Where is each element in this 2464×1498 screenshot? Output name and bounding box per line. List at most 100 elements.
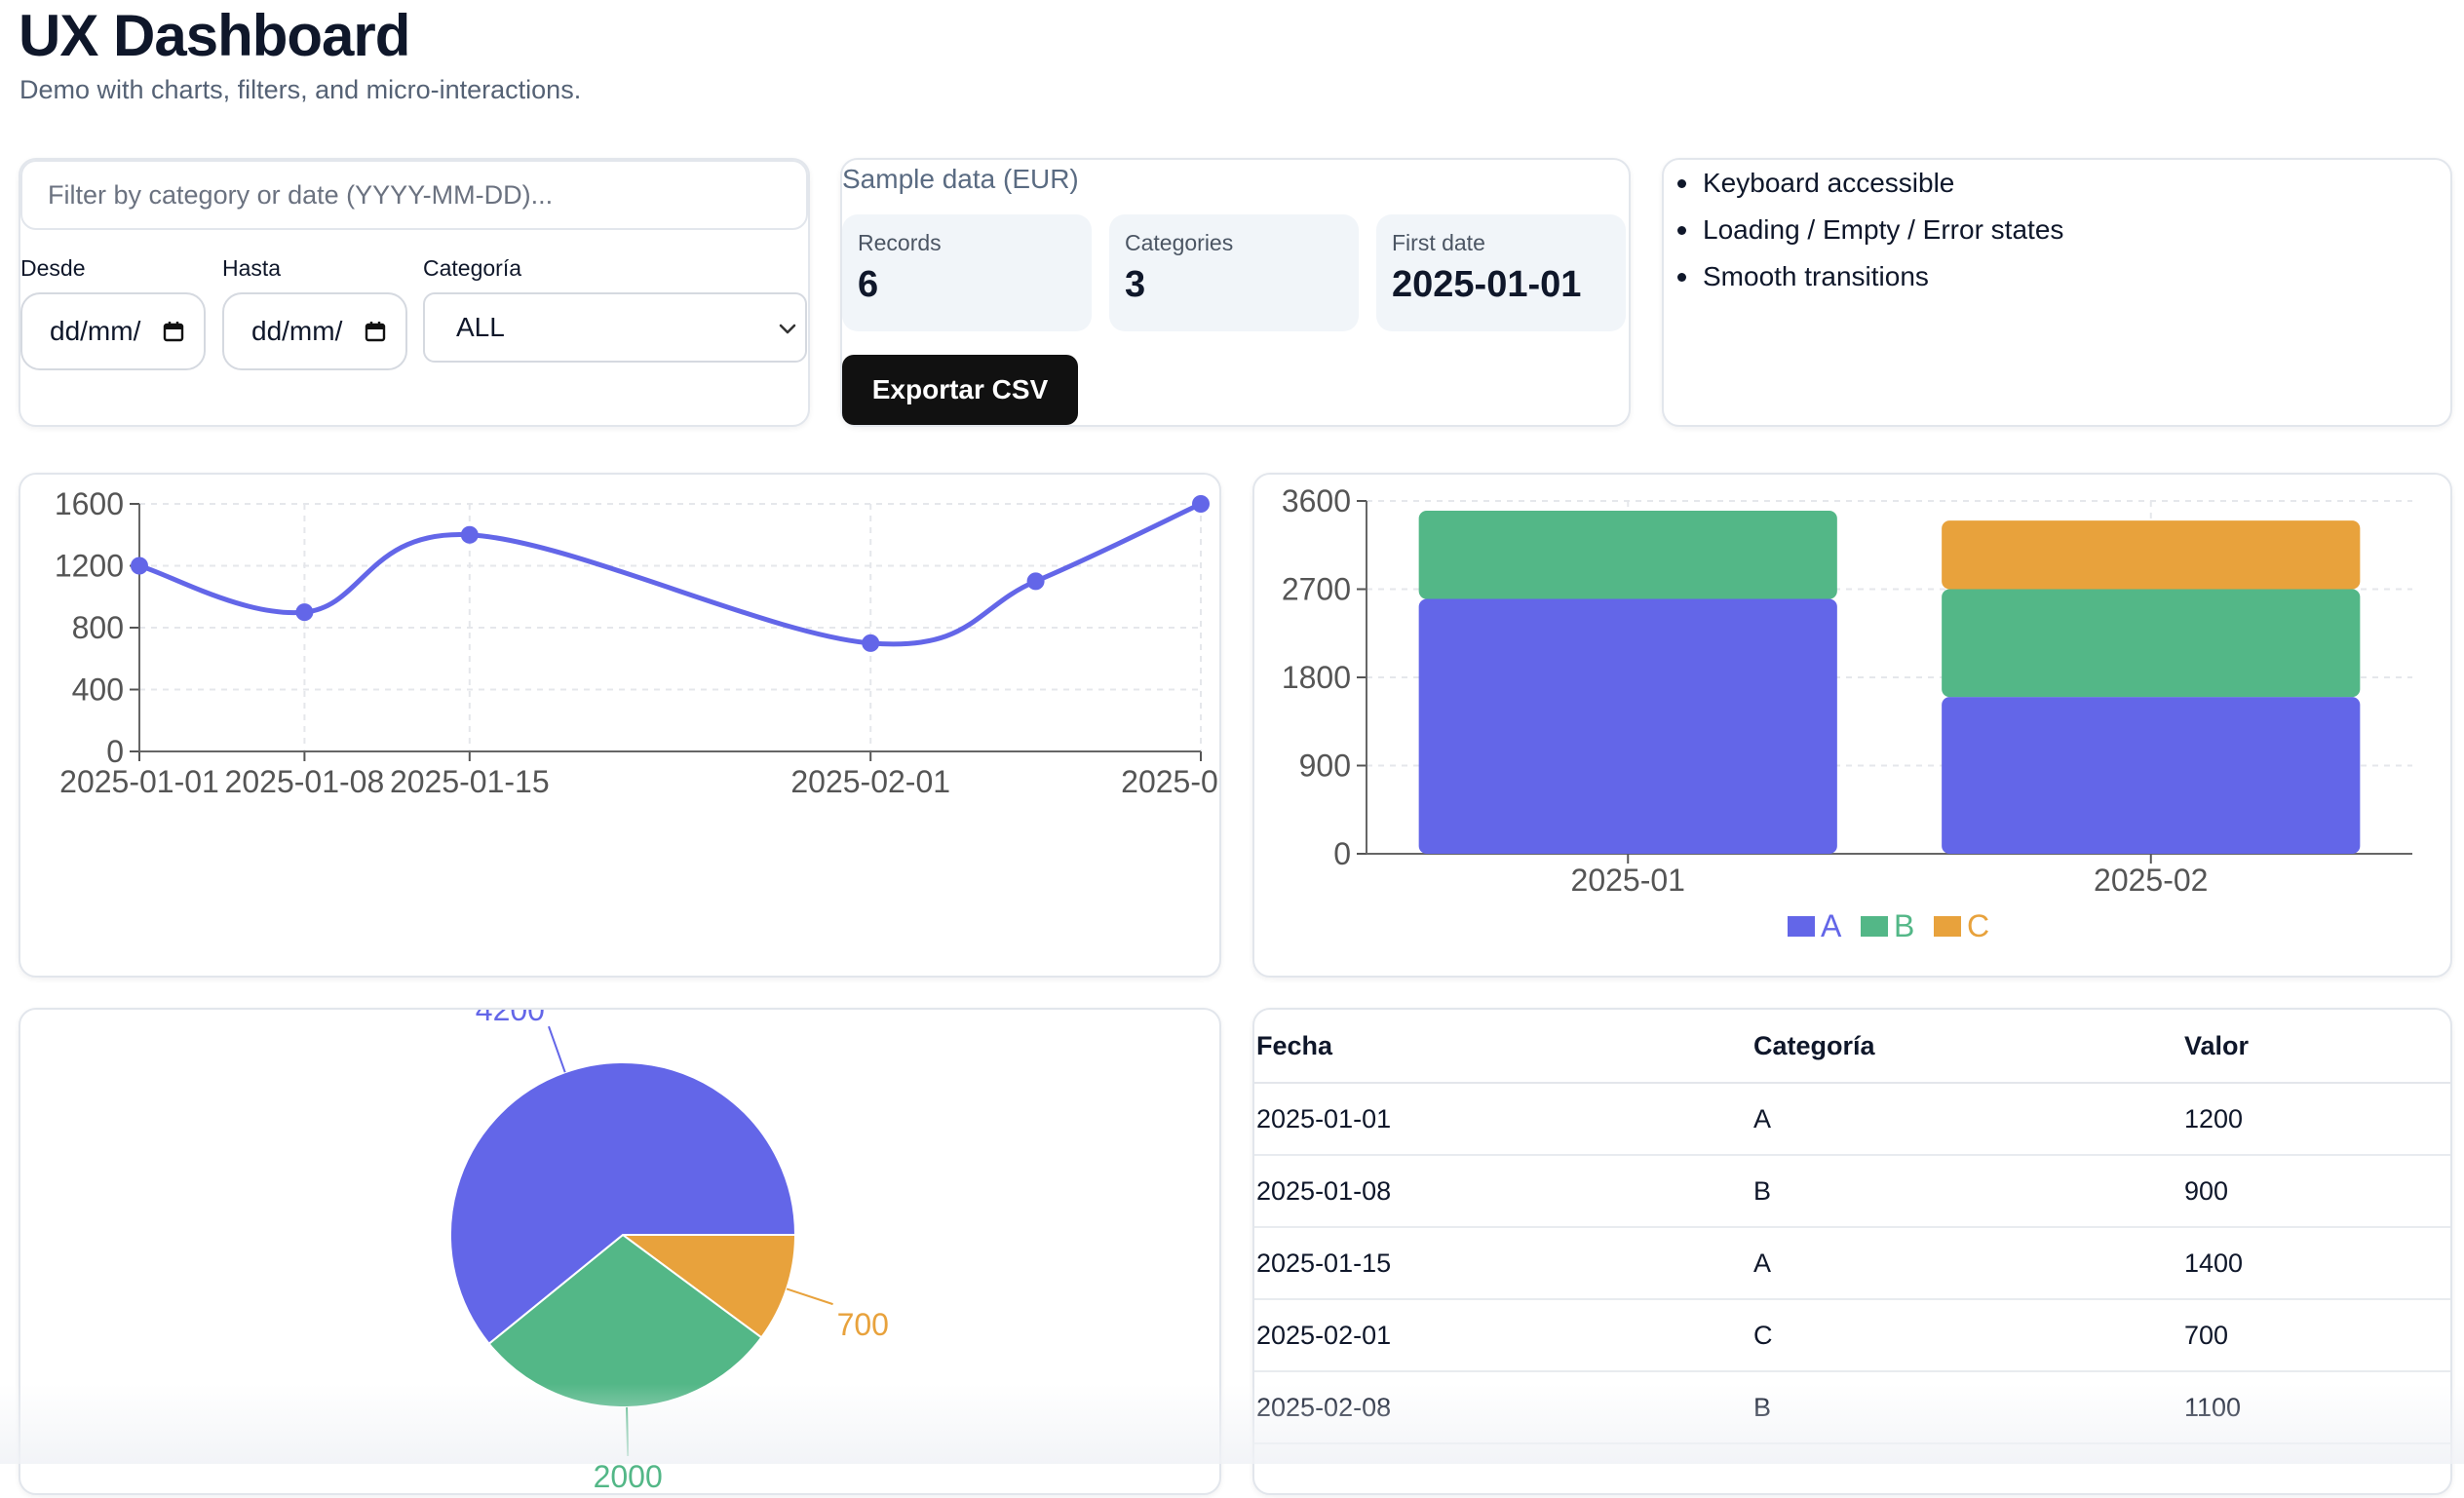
bar-segment-A [1418, 598, 1837, 854]
y-tick-label: 900 [1299, 749, 1351, 784]
bullet-icon [1677, 226, 1686, 235]
stat-value: 2025-01-01 [1392, 264, 1582, 305]
category-select-value: ALL [456, 312, 505, 342]
column-header-categoria[interactable]: Categoría [1752, 1010, 2182, 1084]
stat-value: 3 [1125, 264, 1146, 305]
page-title: UX Dashboard [19, 3, 410, 68]
table-row[interactable]: 2025-01-01 A 1200 [1254, 1083, 2450, 1156]
y-tick-label: 0 [106, 734, 124, 769]
data-point [460, 525, 479, 544]
legend-label: C [1967, 908, 1989, 943]
x-tick-label: 2025-01-01 [59, 764, 219, 799]
stat-label: Records [858, 230, 942, 255]
table-cell: 2025-02-01 [1254, 1299, 1752, 1372]
y-tick-label: 2700 [1282, 572, 1351, 607]
search-input[interactable] [20, 160, 808, 230]
from-date-value: dd/mm/ [50, 316, 141, 346]
sample-data-label: Sample data (EUR) [842, 164, 1079, 194]
data-point [862, 634, 880, 652]
bar-segment-B [1418, 511, 1837, 599]
line-chart-card: 0 400 800 1200 1600 2025-01-01 2025-01-08 2025-… [19, 473, 1281, 978]
column-header-fecha[interactable]: Fecha [1254, 1010, 1752, 1084]
bar-segment-A [1942, 697, 2361, 854]
y-tick-label: 1600 [55, 486, 124, 521]
table-row[interactable]: 2025-02-01 C 700 [1254, 1299, 2450, 1372]
y-tick-label: 1800 [1282, 660, 1351, 695]
table-cell: 1200 [2182, 1083, 2450, 1156]
pie-leader-line [548, 1025, 566, 1073]
table-cell: 1100 [2182, 1371, 2450, 1444]
x-tick-label: 2025-01 [1571, 863, 1685, 898]
data-point [295, 603, 314, 622]
pie-slice-label: 700 [837, 1307, 889, 1342]
data-point [1192, 495, 1210, 513]
stacked-bar-chart: 0 900 1800 2700 3600 2025-01 2025-02 A B C [1282, 483, 2412, 943]
stat-label: First date [1392, 230, 1485, 255]
table-cell: 2025-02-08 [1254, 1371, 1752, 1444]
chevron-down-icon [779, 324, 796, 334]
stat-value: 6 [858, 264, 879, 305]
table-header-row: Fecha Categoría Valor [1254, 1010, 2450, 1084]
y-tick-label: 800 [72, 610, 124, 645]
data-point [131, 557, 148, 575]
pie-slice-label: 4200 [476, 1010, 545, 1027]
table-cell: B [1752, 1155, 2182, 1228]
table-row[interactable]: 2025-02-08 B 1100 [1254, 1371, 2450, 1444]
pie-slice-A [449, 1061, 797, 1346]
feature-item: Smooth transitions [1664, 255, 2063, 302]
table-cell: C [1752, 1299, 2182, 1372]
feature-item: Loading / Empty / Error states [1664, 209, 2063, 255]
table-row[interactable]: 2025-01-15 A 1400 [1254, 1227, 2450, 1300]
table-cell: 2025-01-08 [1254, 1155, 1752, 1228]
summary-card: Sample data (EUR) Records 6 Categories 3… [840, 158, 1631, 427]
pie-slice-label: 2000 [594, 1459, 663, 1493]
legend-swatch-A [1788, 916, 1815, 937]
table-cell: 2025-01-15 [1254, 1227, 1752, 1300]
filters-card: Desde Hasta Categoría dd/mm/ dd/mm/ ALL [19, 158, 810, 427]
stat-first-date: First date 2025-01-01 [1376, 214, 1626, 331]
table-cell: A [1752, 1083, 2182, 1156]
legend-label: A [1821, 908, 1842, 943]
feature-text: Loading / Empty / Error states [1703, 214, 2064, 245]
feature-text: Keyboard accessible [1703, 168, 1955, 198]
x-tick-label: 2025-01-08 [225, 764, 385, 799]
table-cell: 2025-01-01 [1254, 1083, 1752, 1156]
bar-segment-C [1942, 520, 2361, 590]
line-series [138, 501, 1203, 647]
category-select[interactable]: ALL [423, 292, 807, 363]
stat-label: Categories [1125, 230, 1234, 255]
to-date-value: dd/mm/ [251, 316, 343, 346]
y-tick-label: 400 [72, 672, 124, 708]
y-tick-label: 1200 [55, 549, 124, 584]
column-header-valor[interactable]: Valor [2182, 1010, 2450, 1084]
features-card: Keyboard accessible Loading / Empty / Er… [1662, 158, 2452, 427]
table-cell: B [1752, 1371, 2182, 1444]
table-cell: 900 [2182, 1155, 2450, 1228]
pie-slice-C [619, 1234, 797, 1339]
pie-leader-line [786, 1287, 833, 1306]
from-date-label: Desde [20, 255, 86, 281]
table-cell: A [1752, 1227, 2182, 1300]
export-csv-button[interactable]: Exportar CSV [842, 355, 1078, 425]
category-label: Categoría [423, 255, 522, 281]
bullet-icon [1677, 179, 1686, 188]
stat-records: Records 6 [842, 214, 1092, 331]
pie-chart-card: 700 2000 4200 [19, 992, 1221, 1495]
x-tick-label: 2025-02 [2094, 863, 2208, 898]
stat-categories: Categories 3 [1109, 214, 1359, 331]
to-date-input[interactable]: dd/mm/ [222, 292, 407, 370]
feature-text: Smooth transitions [1703, 261, 1929, 291]
data-table-card: Fecha Categoría Valor 2025-01-01 A 1200 20… [1252, 1008, 2452, 1495]
x-tick-label: 2025-01-15 [390, 764, 550, 799]
table-cell: 700 [2182, 1299, 2450, 1372]
y-tick-label: 0 [1333, 836, 1351, 871]
feature-item: Keyboard accessible [1664, 162, 2063, 209]
y-tick-label: 3600 [1282, 483, 1351, 519]
data-table: Fecha Categoría Valor 2025-01-01 A 1200 20… [1254, 1010, 2450, 1444]
table-row[interactable]: 2025-01-08 B 900 [1254, 1155, 2450, 1228]
data-point [1026, 572, 1045, 591]
pie-leader-line [626, 1406, 630, 1456]
from-date-input[interactable]: dd/mm/ [20, 292, 206, 370]
calendar-icon[interactable] [163, 321, 184, 342]
calendar-icon[interactable] [365, 321, 386, 342]
